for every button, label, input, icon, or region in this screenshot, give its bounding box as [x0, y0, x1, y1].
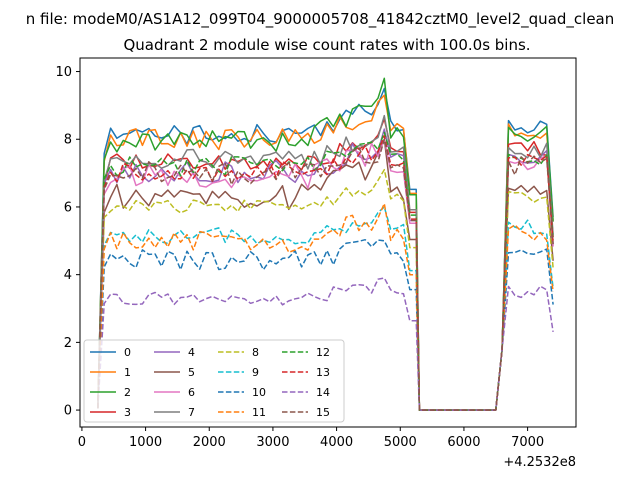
- x-tick-label: 6000: [447, 435, 480, 450]
- y-axis: 0 2 4 6 8 10: [55, 65, 80, 419]
- x-tick-label: 3000: [256, 435, 289, 450]
- legend-label-6: 6: [188, 386, 195, 399]
- series-layer: [97, 77, 554, 411]
- legend-label-15: 15: [316, 406, 330, 419]
- x-tick-label: 2000: [193, 435, 226, 450]
- legend-label-4: 4: [188, 346, 195, 359]
- x-tick-label: 1000: [129, 435, 162, 450]
- figure-suptitle: n file: modeM0/AS1A12_099T04_9000005708_…: [26, 10, 615, 29]
- legend-label-3: 3: [124, 406, 131, 419]
- y-tick-label: 8: [64, 133, 72, 148]
- plot-frame: [79, 57, 577, 428]
- legend-label-1: 1: [124, 366, 131, 379]
- y-tick-label: 10: [55, 65, 72, 80]
- y-tick-label: 6: [64, 200, 72, 215]
- legend-label-7: 7: [188, 406, 195, 419]
- legend-label-2: 2: [124, 386, 131, 399]
- y-tick-label: 4: [64, 268, 72, 283]
- x-axis: 0 1000 2000 3000 4000 5000 6000 7000: [78, 427, 544, 450]
- legend-box: [83, 339, 345, 423]
- x-tick-label: 4000: [320, 435, 353, 450]
- series-line-15: [97, 138, 554, 411]
- legend-label-12: 12: [316, 346, 330, 359]
- x-axis-offset-label: +4.2532e8: [503, 455, 576, 470]
- legend-label-5: 5: [188, 366, 195, 379]
- x-tick-label: 0: [78, 435, 86, 450]
- legend-label-13: 13: [316, 366, 330, 379]
- x-tick-label: 7000: [511, 435, 544, 450]
- series-line-14: [97, 277, 554, 411]
- legend-label-14: 14: [316, 386, 330, 399]
- y-tick-label: 2: [64, 336, 72, 351]
- legend-label-11: 11: [252, 406, 266, 419]
- legend-label-9: 9: [252, 366, 259, 379]
- legend-label-10: 10: [252, 386, 266, 399]
- legend-label-8: 8: [252, 346, 259, 359]
- x-tick-label: 5000: [384, 435, 417, 450]
- y-tick-label: 0: [64, 404, 72, 419]
- legend-label-0: 0: [124, 346, 131, 359]
- chart-title: Quadrant 2 module wise count rates with …: [123, 36, 530, 54]
